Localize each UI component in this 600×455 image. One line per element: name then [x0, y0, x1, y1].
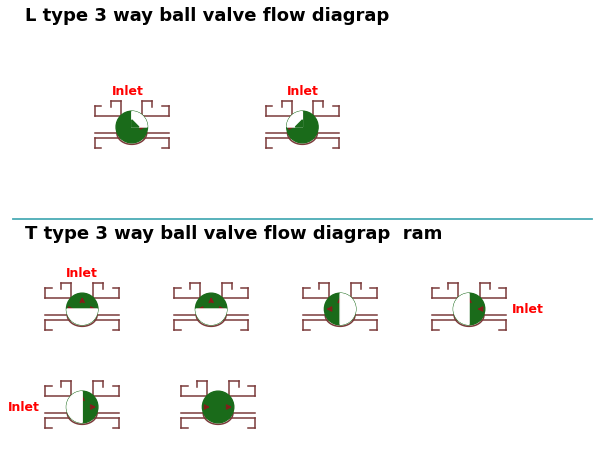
- Circle shape: [325, 293, 356, 325]
- Circle shape: [67, 391, 98, 423]
- Circle shape: [67, 293, 98, 325]
- Text: L type 3 way ball valve flow diagrap: L type 3 way ball valve flow diagrap: [25, 7, 389, 25]
- Text: Inlet: Inlet: [286, 85, 319, 98]
- Wedge shape: [340, 294, 355, 325]
- Polygon shape: [295, 121, 302, 128]
- Wedge shape: [132, 112, 147, 128]
- Wedge shape: [287, 112, 302, 128]
- Text: Inlet: Inlet: [8, 400, 40, 414]
- Text: T type 3 way ball valve flow diagrap  ram: T type 3 way ball valve flow diagrap ram: [25, 224, 442, 243]
- Wedge shape: [67, 309, 97, 325]
- Wedge shape: [454, 294, 469, 325]
- Text: Inlet: Inlet: [112, 85, 144, 98]
- Circle shape: [287, 112, 318, 143]
- Text: Inlet: Inlet: [66, 267, 98, 280]
- Circle shape: [196, 293, 227, 325]
- Text: Inlet: Inlet: [512, 303, 544, 316]
- Wedge shape: [67, 392, 82, 422]
- Polygon shape: [132, 121, 139, 128]
- Wedge shape: [196, 309, 226, 325]
- Circle shape: [202, 391, 234, 423]
- Circle shape: [116, 112, 148, 143]
- Circle shape: [454, 293, 485, 325]
